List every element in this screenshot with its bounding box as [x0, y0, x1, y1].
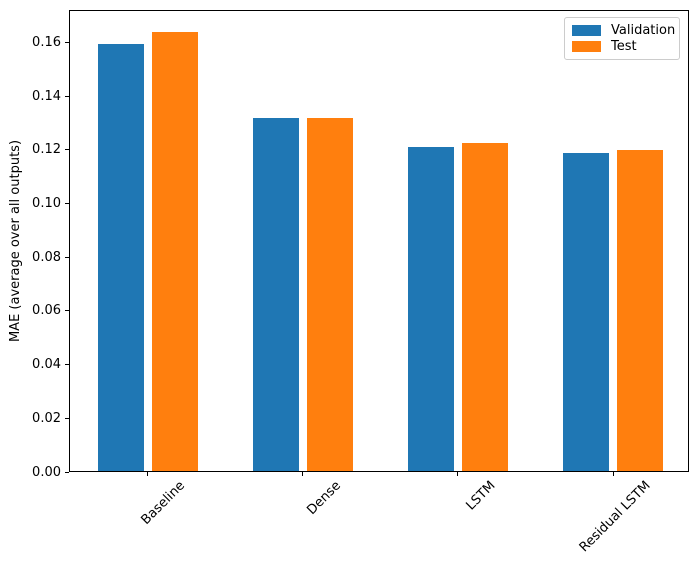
y-tick-mark: [65, 256, 69, 258]
y-tick-mark: [65, 149, 69, 151]
bar-test-baseline: [151, 32, 198, 471]
x-tick-label-baseline: Baseline: [138, 478, 189, 528]
x-tick-mark: [302, 472, 304, 476]
plot-area: [69, 10, 689, 472]
y-tick-label: 0.16: [32, 34, 61, 50]
bar-test-dense: [306, 117, 353, 471]
y-tick-mark: [65, 310, 69, 312]
bar-test-lstm: [461, 143, 508, 471]
y-tick-mark: [65, 364, 69, 366]
y-tick-label: 0.14: [32, 88, 61, 104]
x-tick-mark: [147, 472, 148, 476]
legend-swatch-test: [572, 41, 601, 52]
y-tick-mark: [65, 471, 69, 473]
y-tick-label: 0.02: [32, 410, 61, 426]
bar-validation-residual-lstm: [563, 152, 610, 471]
x-tick-label-residual-lstm: Residual LSTM: [577, 478, 655, 556]
x-tick-label-dense: Dense: [303, 478, 344, 518]
y-tick-label: 0.06: [32, 303, 61, 319]
y-tick-label: 0.00: [32, 464, 61, 480]
legend-item-validation: Validation: [572, 23, 676, 38]
y-tick-mark: [65, 95, 69, 97]
y-tick-mark: [65, 203, 69, 204]
bar-validation-baseline: [97, 44, 144, 471]
y-tick-label: 0.04: [32, 357, 61, 373]
legend-label-validation: Validation: [611, 23, 676, 38]
y-tick-mark: [65, 417, 69, 419]
y-axis-label: MAE (average over all outputs): [8, 139, 23, 343]
y-tick-label: 0.08: [32, 249, 61, 265]
x-tick-mark: [457, 472, 459, 476]
legend-swatch-validation: [572, 25, 601, 36]
bar-test-residual-lstm: [617, 150, 664, 471]
legend: Validation Test: [564, 17, 680, 60]
bar-validation-dense: [252, 117, 299, 471]
x-tick-mark: [612, 472, 614, 476]
y-tick-mark: [65, 41, 69, 43]
x-tick-label-lstm: LSTM: [463, 478, 499, 514]
legend-item-test: Test: [572, 39, 672, 54]
y-tick-label: 0.10: [32, 196, 61, 211]
legend-label-test: Test: [611, 39, 637, 54]
y-tick-label: 0.12: [32, 142, 61, 158]
bar-validation-lstm: [407, 147, 454, 471]
